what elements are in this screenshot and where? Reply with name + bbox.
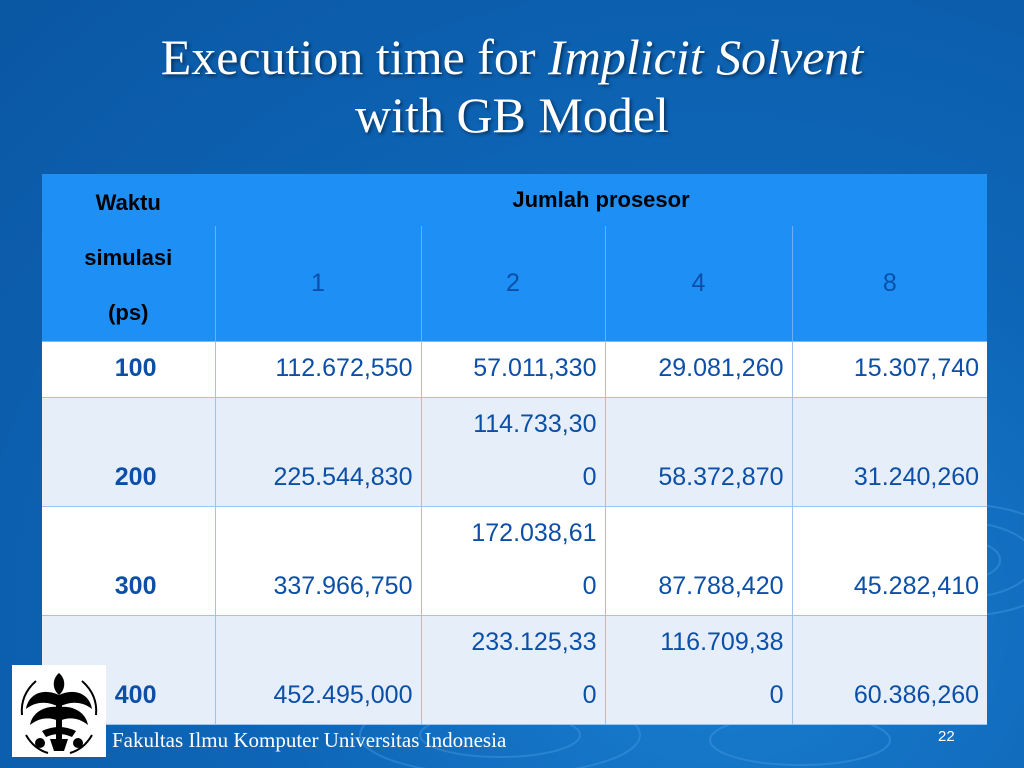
value-cell: 233.125,33 0 <box>420 615 605 725</box>
value-line: 0 <box>769 681 784 709</box>
university-logo <box>12 665 106 757</box>
header-waktu-simulasi: Waktu simulasi (ps) <box>42 174 215 342</box>
value-cell: 31.240,260 <box>791 397 988 507</box>
table-row: 100 112.672,550 57.011,330 29.081,260 15… <box>42 341 988 398</box>
value-line: 114.733,30 <box>473 410 597 438</box>
value-line: 116.709,38 <box>660 628 784 656</box>
value-line: 0 <box>582 681 597 709</box>
title-line-2: with GB Model <box>355 87 669 143</box>
value-line: 112.672,550 <box>275 354 413 382</box>
value-line: 60.386,260 <box>853 681 980 709</box>
value-cell: 225.544,830 <box>214 397 421 507</box>
value-cell: 172.038,61 0 <box>420 506 605 616</box>
row-key-cell: 200 <box>42 397 215 507</box>
value-cell: 337.966,750 <box>214 506 421 616</box>
value-line: 0 <box>582 572 597 600</box>
value-cell: 29.081,260 <box>604 341 792 398</box>
header-processor-count: 8 <box>791 226 988 342</box>
value-cell: 112.672,550 <box>214 341 421 398</box>
value-cell: 15.307,740 <box>791 341 988 398</box>
header-waktu-line: Waktu <box>95 190 161 215</box>
title-line-1: Execution time for Implicit Solvent <box>0 28 1024 86</box>
value-line: 31.240,260 <box>853 463 980 491</box>
header-jumlah-prosesor: Jumlah prosesor <box>215 174 988 226</box>
value-line: 29.081,260 <box>658 354 784 382</box>
value-line: 87.788,420 <box>658 572 784 600</box>
value-line: 58.372,870 <box>658 463 784 491</box>
value-line: 233.125,33 <box>471 628 597 656</box>
value-cell: 45.282,410 <box>791 506 988 616</box>
header-waktu-line: (ps) <box>108 300 149 325</box>
value-cell: 114.733,30 0 <box>420 397 605 507</box>
value-line: 337.966,750 <box>273 572 413 600</box>
footer-text: Fakultas Ilmu Komputer Universitas Indon… <box>112 728 507 752</box>
value-line: 0 <box>582 463 597 491</box>
value-cell: 60.386,260 <box>791 615 988 725</box>
value-line: 452.495,000 <box>273 681 413 709</box>
table-row: 400 452.495,000 233.125,33 0 116.709,38 0 … <box>42 615 988 725</box>
page-number: 22 <box>938 728 955 745</box>
value-line: 15.307,740 <box>853 354 980 382</box>
row-key-cell: 300 <box>42 506 215 616</box>
slide-title: Execution time for Implicit Solvent with… <box>0 28 1024 144</box>
row-key-cell: 100 <box>42 341 215 398</box>
header-waktu-line: simulasi <box>84 245 173 270</box>
value-line: 57.011,330 <box>473 354 597 382</box>
value-line: 172.038,61 <box>471 519 597 547</box>
table-row: 300 337.966,750 172.038,61 0 87.788,420 4… <box>42 506 988 616</box>
value-cell: 58.372,870 <box>604 397 792 507</box>
value-line: 225.544,830 <box>273 463 413 491</box>
title-plain-text: Execution time for <box>160 29 549 85</box>
value-cell: 116.709,38 0 <box>604 615 792 725</box>
value-cell: 57.011,330 <box>420 341 605 398</box>
universitas-indonesia-emblem-icon <box>20 673 98 754</box>
execution-time-table: Waktu simulasi (ps) Jumlah prosesor 1 2 … <box>42 174 988 725</box>
header-processor-count: 1 <box>214 226 421 342</box>
title-italic-text: Implicit Solvent <box>548 29 864 85</box>
value-cell: 87.788,420 <box>604 506 792 616</box>
header-processor-count: 2 <box>420 226 605 342</box>
table-row: 200 225.544,830 114.733,30 0 58.372,870 3… <box>42 397 988 507</box>
header-processor-count: 4 <box>604 226 792 342</box>
value-line: 45.282,410 <box>853 572 980 600</box>
value-cell: 452.495,000 <box>214 615 421 725</box>
